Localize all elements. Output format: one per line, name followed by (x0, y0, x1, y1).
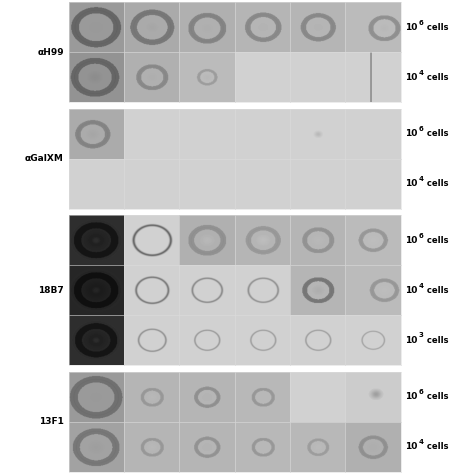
Text: cells: cells (424, 73, 449, 82)
Text: 10: 10 (405, 23, 418, 32)
Text: cells: cells (424, 23, 449, 32)
Text: 4: 4 (419, 283, 424, 289)
Text: 10: 10 (405, 442, 418, 451)
Text: 10: 10 (405, 336, 418, 345)
Text: 6: 6 (419, 389, 423, 395)
Text: 6: 6 (419, 233, 423, 238)
Text: 6: 6 (419, 126, 423, 132)
Text: 10: 10 (405, 286, 418, 295)
Text: 6: 6 (419, 19, 423, 26)
Text: 18B7: 18B7 (38, 286, 64, 295)
Text: αH99: αH99 (37, 48, 64, 57)
Text: 10: 10 (405, 392, 418, 401)
Text: 10: 10 (405, 73, 418, 82)
Text: 10: 10 (405, 179, 418, 188)
Text: cells: cells (424, 236, 449, 245)
Text: cells: cells (424, 442, 449, 451)
Text: 4: 4 (419, 176, 424, 182)
Text: cells: cells (424, 179, 449, 188)
Text: 10: 10 (405, 236, 418, 245)
Text: αGalXM: αGalXM (25, 155, 64, 163)
Text: 4: 4 (419, 70, 424, 75)
Text: 13F1: 13F1 (39, 417, 64, 426)
Text: 3: 3 (419, 332, 423, 338)
Text: 4: 4 (419, 439, 424, 445)
Text: cells: cells (424, 129, 449, 138)
Text: cells: cells (424, 336, 449, 345)
Text: cells: cells (424, 286, 449, 295)
Text: cells: cells (424, 392, 449, 401)
Text: 10: 10 (405, 129, 418, 138)
